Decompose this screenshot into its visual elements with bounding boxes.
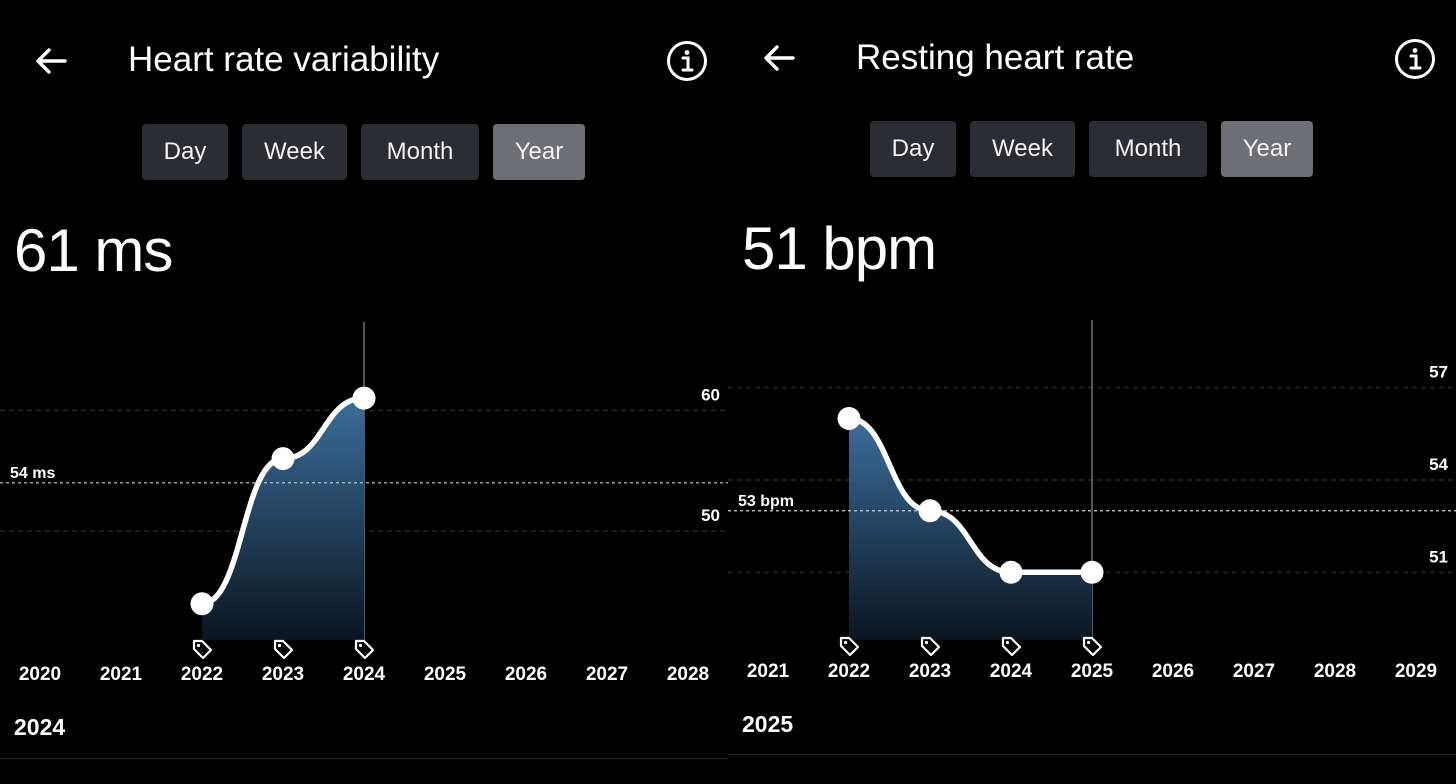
y-tick-label: 50	[701, 506, 720, 525]
period-tabs: Day Week Month Year	[142, 124, 585, 180]
x-tick-label: 2026	[1152, 661, 1194, 682]
hrv-panel: Heart rate variability Day Week Month Ye…	[0, 0, 728, 784]
x-tick-label: 2022	[828, 661, 870, 682]
period-tabs: Day Week Month Year	[870, 121, 1313, 177]
tab-year[interactable]: Year	[1221, 121, 1313, 177]
x-tick-label: 2023	[909, 661, 951, 682]
x-tick-label: 2023	[262, 664, 304, 685]
x-tick-label: 2024	[990, 661, 1033, 682]
current-value: 51 bpm	[742, 215, 937, 282]
resting-hr-chart[interactable]: 57 54 51 53 bpm 2021 2022 2023 2024 2025 2026 2027…	[728, 0, 1456, 784]
arrow-left-icon[interactable]	[762, 41, 796, 75]
x-tick-label: 2021	[747, 661, 790, 682]
page-title: Resting heart rate	[856, 38, 1135, 77]
tab-month[interactable]: Month	[1089, 121, 1207, 177]
tab-month[interactable]: Month	[361, 124, 479, 180]
series-area	[849, 418, 1092, 640]
x-tick-label: 2025	[424, 664, 467, 685]
x-tick-label: 2028	[1314, 661, 1356, 682]
info-circle-icon[interactable]	[1394, 38, 1436, 80]
average-label: 53 bpm	[738, 493, 794, 510]
data-point	[271, 447, 295, 471]
tag-icon	[1082, 636, 1103, 657]
tag-icon	[920, 636, 941, 657]
x-tick-label: 2029	[1395, 661, 1437, 682]
x-tick-label: 2026	[505, 664, 547, 685]
x-tick-label: 2025	[1071, 661, 1114, 682]
series-line	[846, 415, 1095, 576]
data-point	[352, 386, 376, 410]
divider	[728, 754, 1456, 755]
tab-day[interactable]: Day	[870, 121, 956, 177]
x-tick-label: 2021	[100, 664, 143, 685]
average-label: 54 ms	[10, 465, 55, 482]
tag-icon	[839, 636, 860, 657]
y-tick-label: 57	[1429, 363, 1448, 382]
x-tick-label: 2024	[343, 664, 386, 685]
page-title: Heart rate variability	[128, 40, 440, 79]
arrow-left-icon[interactable]	[34, 44, 68, 78]
data-point	[190, 592, 214, 616]
selected-period-label: 2025	[742, 711, 794, 737]
tab-week[interactable]: Week	[242, 124, 347, 180]
tag-icon	[354, 639, 375, 660]
data-point	[837, 406, 861, 430]
data-point	[918, 499, 942, 523]
tag-icon	[1001, 636, 1022, 657]
tab-day[interactable]: Day	[142, 124, 228, 180]
x-tick-label: 2028	[667, 664, 709, 685]
y-tick-label: 51	[1429, 547, 1448, 566]
tag-icon	[192, 639, 213, 660]
selected-period-label: 2024	[14, 714, 66, 740]
x-tick-label: 2027	[1233, 661, 1275, 682]
tab-year[interactable]: Year	[493, 124, 585, 180]
hrv-chart[interactable]: 60 50 54 ms 2020 2021 2022 2023 2024 2025 2026 202…	[0, 0, 728, 784]
x-tick-label: 2020	[19, 664, 61, 685]
current-value: 61 ms	[14, 217, 173, 284]
y-tick-label: 60	[701, 385, 720, 404]
x-tick-label: 2022	[181, 664, 223, 685]
info-circle-icon[interactable]	[666, 40, 708, 82]
divider	[0, 758, 728, 759]
series-area	[202, 398, 364, 640]
x-tick-label: 2027	[586, 664, 628, 685]
data-point	[999, 560, 1023, 584]
data-point	[1080, 560, 1104, 584]
y-tick-label: 54	[1429, 455, 1448, 474]
resting-hr-panel: Resting heart rate Day Week Month Year 5…	[728, 0, 1456, 784]
tab-week[interactable]: Week	[970, 121, 1075, 177]
tag-icon	[273, 639, 294, 660]
